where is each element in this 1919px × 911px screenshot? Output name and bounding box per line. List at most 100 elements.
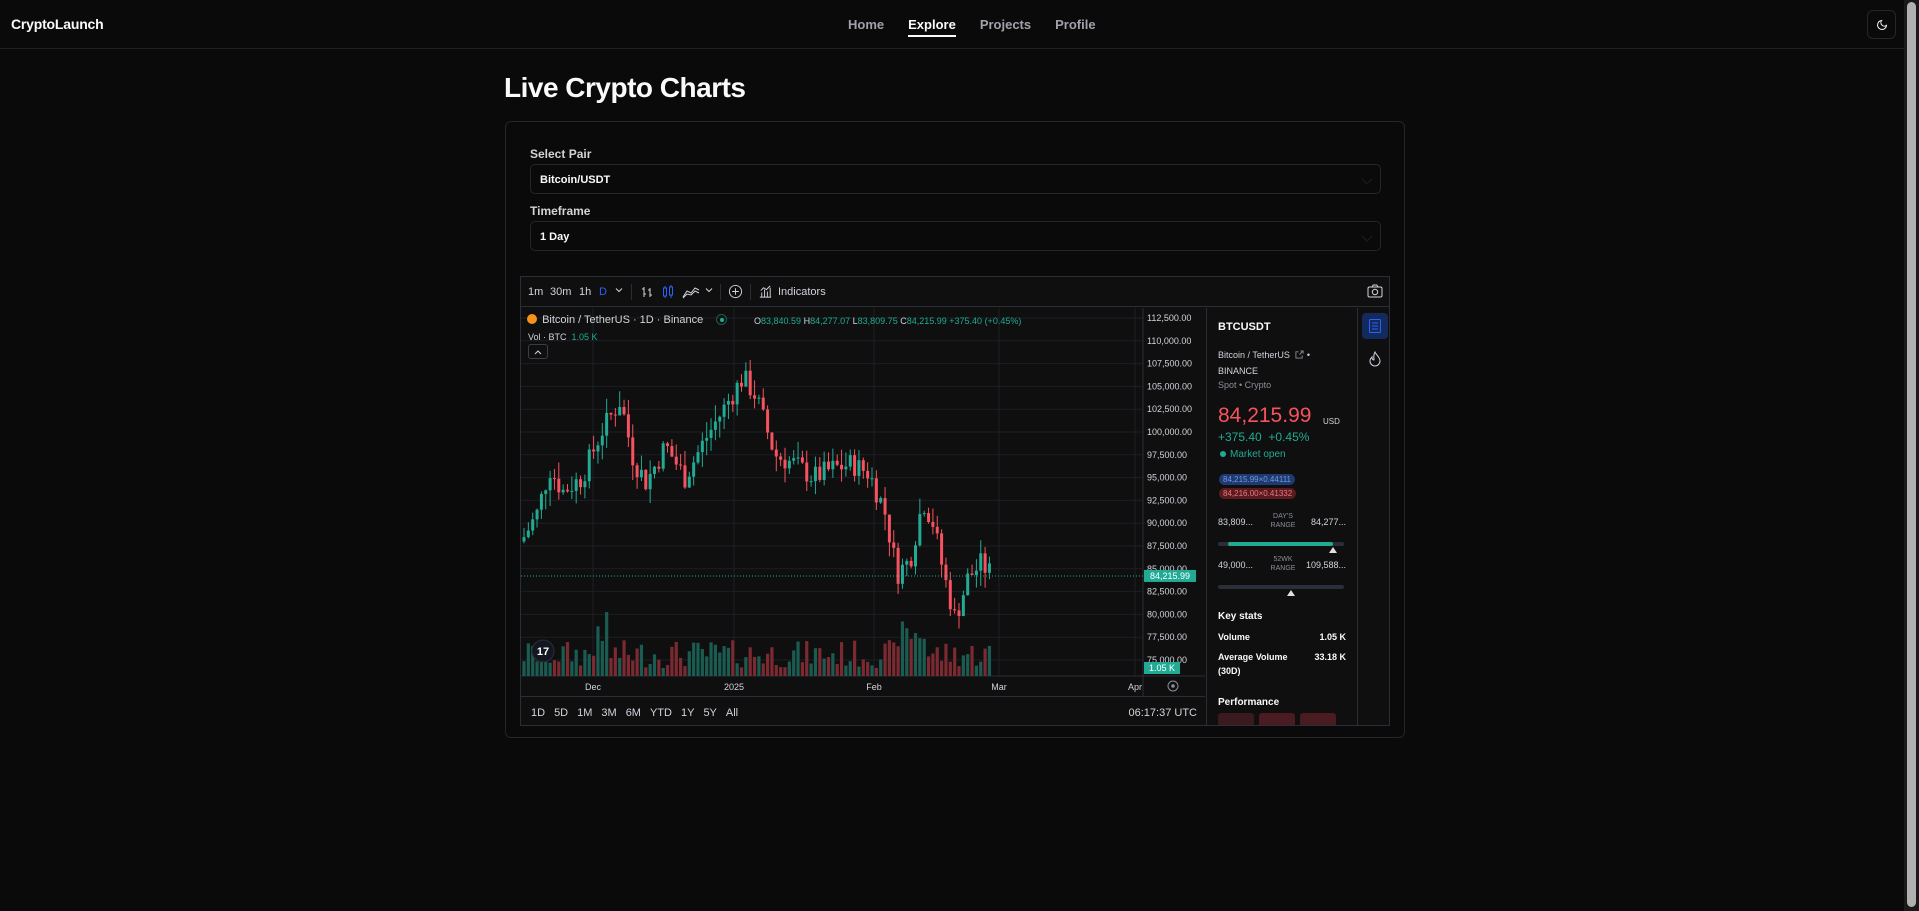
range-5y[interactable]: 5Y: [703, 707, 717, 719]
volume-bar: [718, 652, 722, 676]
pair-select[interactable]: Bitcoin/USDT: [530, 164, 1381, 194]
symbol-details-panel: BTCUSDT Bitcoin / TetherUS • BINANCE Spo…: [1206, 308, 1357, 725]
snapshot-button[interactable]: [1367, 284, 1383, 301]
interval-1h[interactable]: 1h: [579, 286, 592, 298]
day-range-marker: [1328, 547, 1337, 553]
bars-style-button[interactable]: [640, 285, 654, 302]
volume-bar: [752, 656, 757, 676]
candle-body: [713, 421, 717, 430]
candle-body: [579, 479, 583, 488]
interval-30m[interactable]: 30m: [550, 286, 572, 298]
volume-bar: [648, 663, 652, 676]
volume-bar: [700, 649, 704, 676]
indicators-button[interactable]: Indicators: [758, 284, 826, 299]
volume-bar: [839, 642, 844, 676]
52wk-range-label-1: 52WK: [1273, 556, 1293, 563]
candle-body: [970, 573, 974, 575]
volume-bar: [800, 662, 804, 676]
candle-body: [861, 460, 865, 471]
page-title: Live Crypto Charts: [504, 72, 746, 103]
utc-clock[interactable]: 06:17:37 UTC: [1128, 707, 1197, 719]
candle-body: [866, 470, 870, 479]
range-ytd[interactable]: YTD: [649, 707, 672, 719]
range-6m[interactable]: 6M: [625, 707, 641, 719]
volume-bar: [913, 633, 918, 676]
candle-body: [948, 580, 952, 610]
volume-bar: [774, 665, 778, 676]
price-axis-label: 112,500.00: [1147, 313, 1191, 323]
volume-bar: [696, 642, 700, 676]
candle-body: [592, 449, 596, 452]
symbol-name[interactable]: BTCUSDT: [1218, 321, 1271, 333]
range-3m[interactable]: 3M: [601, 707, 617, 719]
interval-dropdown[interactable]: [615, 285, 623, 297]
performance-tile[interactable]: [1218, 713, 1254, 725]
range-1d[interactable]: 1D: [531, 707, 546, 719]
volume-bar: [822, 658, 826, 676]
volume-bar: [548, 662, 552, 676]
volume-bar: [522, 661, 526, 676]
range-1m[interactable]: 1M: [577, 707, 593, 719]
volume-bar: [592, 655, 596, 676]
interval-day[interactable]: D: [599, 286, 607, 298]
ohlc-values: O83,840.59 H84,277.07 L83,809.75 C84,215…: [754, 316, 1021, 326]
candle-body: [853, 455, 857, 476]
volume-bar: [805, 640, 809, 676]
candle-body: [526, 530, 530, 538]
avg-volume-stat: Average Volume (30D) 33.18 K: [1218, 650, 1346, 678]
symbol-description: Bitcoin / TetherUS • BINANCE: [1218, 347, 1318, 379]
chart-style-dropdown[interactable]: [705, 285, 713, 297]
page-scrollbar[interactable]: [1904, 0, 1919, 911]
candle-body: [857, 460, 861, 476]
volume-bar: [744, 657, 748, 676]
external-link-icon[interactable]: [1295, 350, 1304, 359]
nav-home[interactable]: Home: [848, 17, 885, 32]
theme-toggle-button[interactable]: [1867, 10, 1896, 39]
candle-body: [531, 519, 535, 531]
range-1y[interactable]: 1Y: [680, 707, 695, 719]
volume-bar: [748, 647, 752, 676]
candles-style-button[interactable]: [661, 285, 675, 302]
price-axis-label: 100,000.00: [1147, 427, 1192, 437]
candle-body: [740, 382, 743, 387]
performance-tile[interactable]: [1300, 713, 1336, 725]
candle-body: [944, 564, 948, 581]
compare-button[interactable]: [728, 284, 743, 302]
volume-bar: [587, 654, 591, 676]
logo[interactable]: CryptoLaunch: [11, 16, 104, 32]
interval-1m[interactable]: 1m: [528, 286, 544, 298]
area-style-button[interactable]: [682, 285, 700, 302]
candle-body: [848, 455, 852, 467]
volume-bar: [983, 648, 987, 676]
volume-bar: [726, 647, 731, 676]
range-all[interactable]: All: [725, 707, 739, 719]
candle-body: [896, 547, 900, 584]
performance-tile[interactable]: [1259, 713, 1295, 725]
candle-body: [753, 395, 757, 399]
candle-body: [613, 414, 617, 416]
chart-area[interactable]: 112,500.00 110,000.00 107,500.00 105,000.00…: [521, 308, 1205, 696]
candlestick-chart[interactable]: 112,500.00 110,000.00 107,500.00 105,000.00…: [521, 308, 1205, 696]
candle-body: [822, 461, 826, 480]
price-axis-label: 82,500.00: [1147, 587, 1187, 597]
52wk-range-label: 52WK RANGE: [1270, 555, 1296, 573]
nav-projects[interactable]: Projects: [979, 17, 1032, 32]
price-axis-label: 85,000.00: [1147, 564, 1187, 574]
volume-bar: [974, 665, 978, 676]
candle-body: [574, 479, 578, 491]
nav-profile[interactable]: Profile: [1055, 17, 1096, 32]
nav-explore[interactable]: Explore: [908, 17, 956, 37]
range-5d[interactable]: 5D: [554, 707, 569, 719]
collapse-legend-button[interactable]: [528, 344, 548, 359]
candle-body: [818, 466, 822, 480]
volume-bar: [848, 661, 852, 676]
details-panel-button[interactable]: [1362, 313, 1388, 339]
candle-body: [809, 481, 813, 483]
timeframe-select[interactable]: 1 Day: [530, 221, 1381, 251]
scrollbar-thumb[interactable]: [1907, 2, 1916, 907]
hotlists-button[interactable]: [1362, 346, 1388, 372]
price-axis-label: 90,000.00: [1147, 518, 1187, 528]
52wk-range-marker: [1287, 590, 1296, 596]
volume-bar: [831, 653, 835, 676]
volume-bar: [970, 645, 974, 676]
